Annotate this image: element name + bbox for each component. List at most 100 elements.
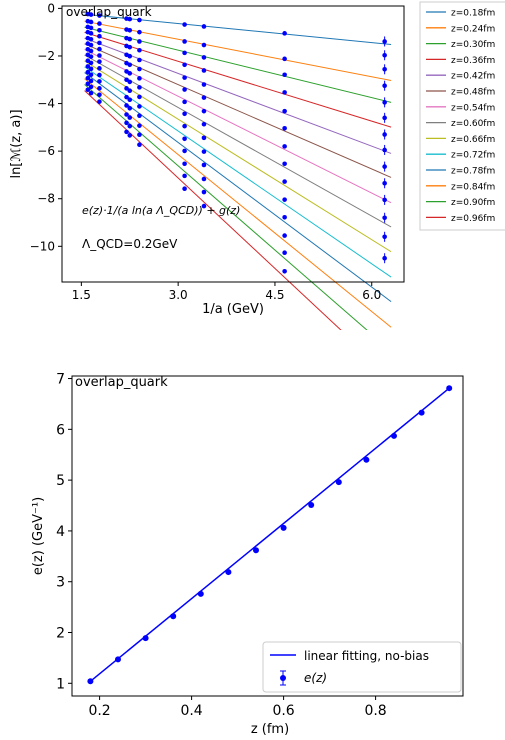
y-tick-label: −2 <box>37 49 55 63</box>
data-point <box>124 77 129 83</box>
data-point <box>446 385 453 392</box>
legend-top: z=0.18fm z=0.24fm z=0.30fm z=0.36fm z=0.42fm… <box>419 1 505 231</box>
data-point <box>201 176 207 182</box>
legend-label: z=0.72fm <box>451 151 495 161</box>
x-tick-label: 0.2 <box>88 703 110 719</box>
fit-line-z=0.84fm <box>84 78 392 328</box>
plot-frame-bottom <box>71 375 464 697</box>
data-point <box>282 179 287 184</box>
data-point <box>201 55 207 60</box>
y-tick-label: 7 <box>56 372 65 388</box>
fit-line-z=0.78fm <box>84 72 392 302</box>
data-point <box>137 132 142 138</box>
data-point <box>127 44 133 50</box>
data-point <box>88 12 94 17</box>
y-tick-label: 6 <box>56 422 65 438</box>
x-tick-label: 1.5 <box>72 288 91 302</box>
data-point <box>182 136 187 142</box>
y-axis-label: ln[ℳ(z, a)] <box>9 109 24 178</box>
fit-line-z=0.66fm <box>84 60 392 253</box>
data-point <box>201 162 207 168</box>
data-point <box>127 106 133 111</box>
x-tick-label: 4.5 <box>265 288 284 302</box>
data-point <box>201 68 207 73</box>
data-point <box>85 87 91 93</box>
chart-bottom: 0.2 0.4 0.6 0.8 1 2 3 4 5 6 7 overlap_quark z (fm… <box>31 372 464 737</box>
data-point <box>137 47 142 53</box>
data-point <box>225 569 232 576</box>
legend-bottom: linear fitting, no-bias e(z) <box>262 641 462 693</box>
data-point <box>124 94 129 100</box>
x-tick-label: 0.8 <box>364 703 386 719</box>
x-tick-label: 0.6 <box>272 703 294 719</box>
data-point <box>124 112 129 117</box>
data-point <box>97 53 102 58</box>
data-point <box>85 69 91 75</box>
data-point <box>127 115 133 120</box>
data-point <box>85 58 91 64</box>
data-point <box>282 125 287 131</box>
data-point <box>182 123 187 129</box>
data-point <box>182 50 187 56</box>
data-point <box>137 94 142 100</box>
data-point <box>201 108 207 114</box>
y-tick-label: −6 <box>37 144 55 158</box>
y-tick-label: −4 <box>37 97 55 111</box>
data-point <box>137 39 142 44</box>
data-point <box>97 21 102 26</box>
legend-label-points: e(z) <box>304 671 327 685</box>
y-tick-label: −10 <box>30 239 55 253</box>
data-point <box>127 36 133 42</box>
data-point <box>127 53 133 59</box>
data-point <box>127 133 133 138</box>
x-axis-label: 1/a (GeV) <box>202 302 264 317</box>
data-point <box>282 56 287 62</box>
annotation-lambda: Λ_QCD=0.2GeV <box>82 237 178 251</box>
fit-line-z=0.90fm <box>84 84 368 330</box>
data-point <box>335 479 342 486</box>
legend-label: z=0.54fm <box>451 103 495 113</box>
data-point <box>363 456 370 463</box>
data-point <box>97 99 102 104</box>
fit-line-z=0.54fm <box>84 49 392 204</box>
plot-title: overlap_quark <box>66 5 152 19</box>
data-point <box>201 135 207 141</box>
data-point <box>182 161 187 167</box>
data-point <box>88 60 94 66</box>
x-tick-label: 3.0 <box>169 288 188 302</box>
fit-line-z=0.72fm <box>84 66 392 278</box>
data-point <box>137 104 142 109</box>
data-point <box>97 59 102 64</box>
fit-line-z=0.36fm <box>84 31 392 128</box>
data-point <box>88 72 94 78</box>
data-point <box>170 613 177 620</box>
legend-label: z=0.96fm <box>451 214 495 224</box>
data-point <box>308 502 315 509</box>
legend-label: z=0.36fm <box>451 56 495 66</box>
data-point <box>87 678 94 685</box>
legend-point-marker <box>280 675 286 681</box>
data-point <box>391 432 397 439</box>
y-tick-label: 0 <box>47 1 55 15</box>
y-tick-label: 5 <box>56 473 65 489</box>
data-point <box>201 149 207 154</box>
fit-line-z=0.48fm <box>84 43 392 178</box>
legend-label: z=0.24fm <box>451 24 495 34</box>
fit-line-z=0.24fm <box>84 20 392 81</box>
data-point <box>127 27 133 33</box>
data-point <box>88 37 94 42</box>
data-point <box>97 66 102 71</box>
data-point <box>197 590 204 597</box>
y-tick-label: 1 <box>56 676 65 692</box>
legend-label: z=0.42fm <box>451 72 495 82</box>
plot-title-bottom: overlap_quark <box>75 375 168 390</box>
data-point <box>85 81 91 87</box>
data-point <box>182 148 187 154</box>
data-point <box>88 31 94 36</box>
x-tick-label: 6.0 <box>362 288 381 302</box>
legend-label: z=0.18fm <box>451 9 495 19</box>
data-point <box>201 189 207 195</box>
fit-line-z=0.96fm <box>84 90 342 330</box>
data-point <box>97 27 102 33</box>
data-point <box>115 656 121 663</box>
